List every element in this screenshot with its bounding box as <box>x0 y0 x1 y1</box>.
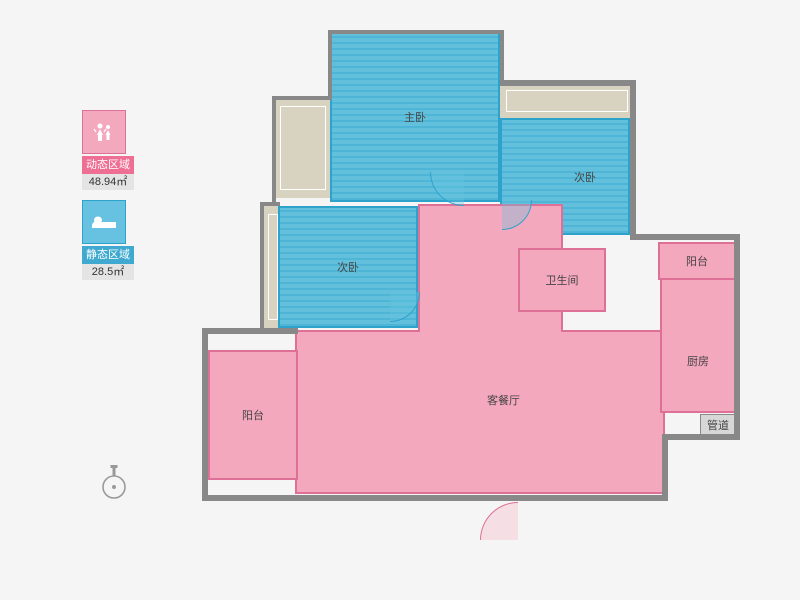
wall <box>662 434 740 440</box>
room-balcony-right: 阳台 <box>658 242 736 280</box>
legend-dynamic: 动态区域 48.94㎡ <box>82 110 134 190</box>
wall <box>734 238 740 438</box>
wall <box>662 436 668 500</box>
room-kitchen: 厨房 <box>660 278 736 413</box>
wall <box>500 30 504 84</box>
room-label: 管道 <box>707 417 729 433</box>
wall <box>272 96 276 204</box>
room-duct: 管道 <box>700 414 736 436</box>
door-arc <box>480 502 518 540</box>
compass-icon <box>100 465 128 501</box>
room-balcony-left: 阳台 <box>208 350 298 480</box>
wall <box>630 80 636 120</box>
legend-static-label: 静态区域 <box>82 246 134 264</box>
room-label: 卫生间 <box>546 272 579 288</box>
room-label: 次卧 <box>337 259 359 275</box>
room-label: 次卧 <box>574 169 596 185</box>
wall <box>202 328 208 498</box>
wall <box>260 202 264 330</box>
floorplan: 主卧 次卧 次卧 客餐厅 阳台 卫生间 阳台 厨房 <box>200 30 750 560</box>
seam-cover <box>420 328 561 334</box>
wall <box>272 96 332 100</box>
hatch-line <box>280 106 326 190</box>
room-bathroom: 卫生间 <box>518 248 606 312</box>
legend-static: 静态区域 28.5㎡ <box>82 200 134 280</box>
hatch-line <box>268 214 278 320</box>
room-label: 厨房 <box>687 353 709 369</box>
room-label: 阳台 <box>686 253 708 269</box>
wall <box>202 328 298 334</box>
wall <box>630 116 636 238</box>
wall <box>630 234 740 240</box>
legend-dynamic-label: 动态区域 <box>82 156 134 174</box>
floorplan-canvas: 动态区域 48.94㎡ 静态区域 28.5㎡ <box>0 0 800 600</box>
legend-dynamic-value: 48.94㎡ <box>82 174 134 190</box>
hatch-line <box>506 90 628 112</box>
wall <box>328 30 504 34</box>
bed-icon <box>82 200 126 244</box>
people-icon <box>82 110 126 154</box>
wall <box>500 80 636 86</box>
legend-static-value: 28.5㎡ <box>82 264 134 280</box>
room-master-bedroom: 主卧 <box>330 32 500 202</box>
wall <box>328 30 332 100</box>
room-label: 客餐厅 <box>487 392 520 408</box>
room-label: 阳台 <box>242 407 264 423</box>
room-label: 主卧 <box>404 109 426 125</box>
room-living-dining: 客餐厅 <box>295 330 665 494</box>
wall <box>202 495 668 501</box>
